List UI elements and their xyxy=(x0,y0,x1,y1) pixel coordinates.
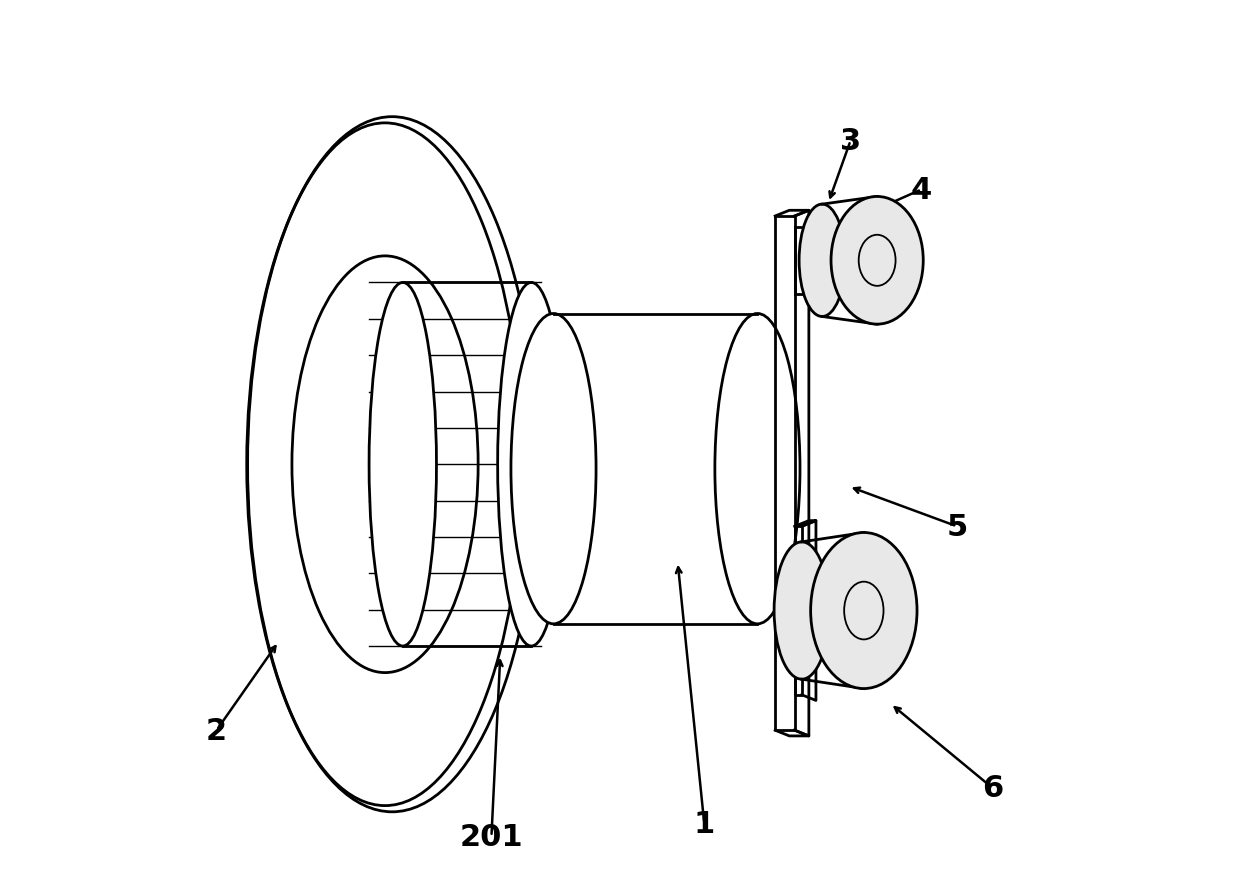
Ellipse shape xyxy=(511,314,596,624)
Text: 4: 4 xyxy=(911,175,932,205)
Ellipse shape xyxy=(831,198,924,325)
Ellipse shape xyxy=(370,283,436,646)
Text: 5: 5 xyxy=(946,512,967,541)
Text: 3: 3 xyxy=(839,127,861,156)
Ellipse shape xyxy=(715,314,800,624)
Ellipse shape xyxy=(811,533,918,688)
Ellipse shape xyxy=(291,257,479,673)
Ellipse shape xyxy=(774,543,830,679)
Ellipse shape xyxy=(799,205,846,317)
Text: 1: 1 xyxy=(693,809,714,838)
Text: 201: 201 xyxy=(460,822,523,851)
Ellipse shape xyxy=(248,123,522,805)
Text: 6: 6 xyxy=(982,773,1003,803)
Text: 2: 2 xyxy=(206,716,227,745)
Ellipse shape xyxy=(497,283,565,646)
